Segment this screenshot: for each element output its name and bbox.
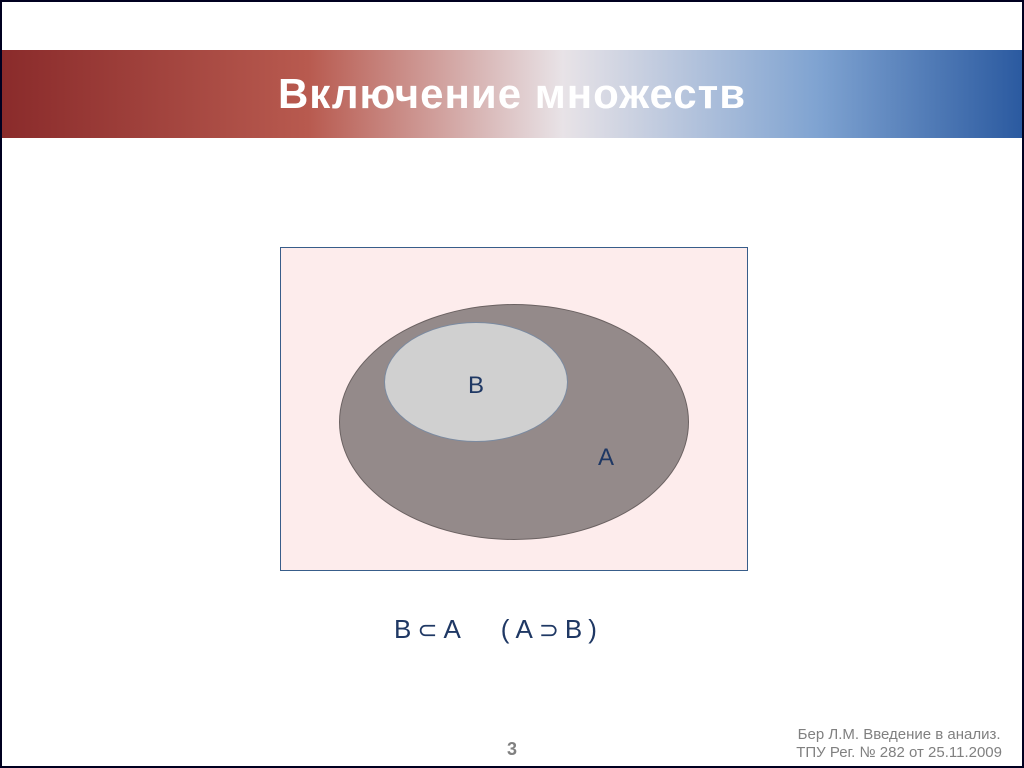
credit-line-2: ТПУ Рег. № 282 от 25.11.2009: [796, 744, 1002, 762]
supset-symbol-icon: ⊃: [539, 616, 559, 645]
formula-rparen: ): [588, 614, 597, 645]
formula-a1: A: [443, 614, 460, 645]
formula-b1: B: [394, 614, 411, 645]
label-a: A: [598, 444, 614, 472]
formula-lparen: (: [501, 614, 510, 645]
formula-a2: A: [515, 614, 532, 645]
venn-diagram: B A: [2, 2, 1022, 766]
formula-b2: B: [565, 614, 582, 645]
slide: Включение множеств B A B ⊂ A ( A ⊃ B ) 3…: [0, 0, 1024, 768]
subset-symbol-icon: ⊂: [417, 616, 437, 645]
footer-credit: Бер Л.М. Введение в анализ. ТПУ Рег. № 2…: [796, 726, 1002, 762]
label-b: B: [468, 372, 484, 400]
credit-line-1: Бер Л.М. Введение в анализ.: [796, 726, 1002, 744]
subset-formula: B ⊂ A ( A ⊃ B ): [394, 614, 597, 645]
